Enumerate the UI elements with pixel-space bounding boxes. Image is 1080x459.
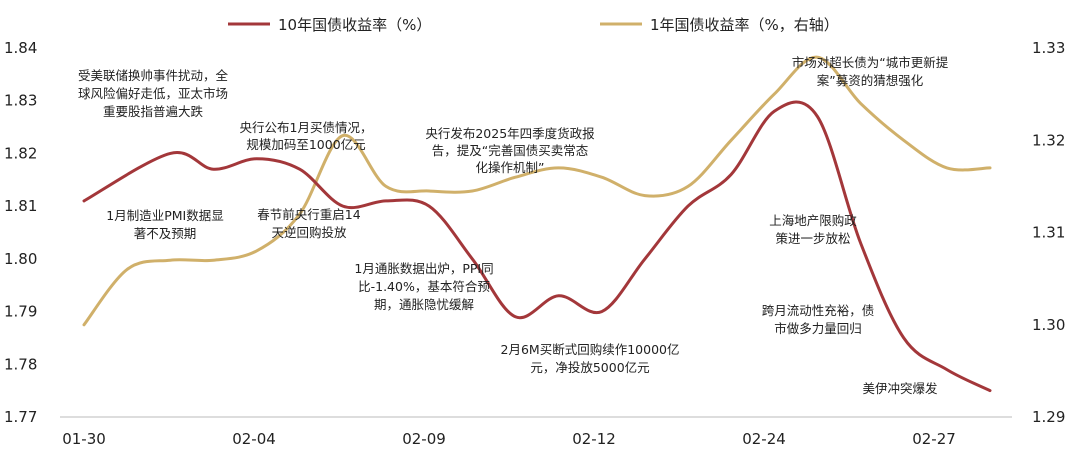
annotation-line: 1月制造业PMI数据显: [106, 208, 223, 223]
annotation-note: 上海地产限购政策进一步放松: [769, 213, 857, 246]
annotation-line: 球风险偏好走低，亚太市场: [78, 86, 228, 101]
x-tick-label: 02-24: [742, 430, 786, 448]
annotation-line: 规模加码至1000亿元: [246, 137, 365, 152]
annotation-note: 1月制造业PMI数据显著不及预期: [106, 208, 223, 241]
annotation-line: 策进一步放松: [775, 231, 850, 246]
legend-label-10y: 10年国债收益率（%）: [278, 16, 431, 34]
annotation-note: 跨月流动性充裕，债市做多力量回归: [762, 303, 875, 336]
annotation-line: 2月6M买断式回购续作10000亿: [501, 342, 680, 357]
y-axis-right: 1.29 1.30 1.31 1.32 1.33: [1032, 39, 1065, 426]
annotation-line: 市做多力量回归: [774, 321, 862, 336]
y-left-tick-label: 1.83: [4, 92, 37, 110]
y-left-tick-label: 1.77: [4, 408, 37, 426]
annotation-line: 央行公布1月买债情况，: [240, 120, 373, 135]
x-tick-label: 02-04: [232, 430, 276, 448]
annotation-line: 跨月流动性充裕，债: [762, 303, 875, 318]
annotation-line: 著不及预期: [134, 226, 197, 241]
annotation-note: 央行发布2025年四季度货政报告，提及“完善国债买卖常态化操作机制”: [425, 126, 595, 175]
annotation-note: 市场对超长债为“城市更新提案”募资的猜想强化: [792, 55, 949, 88]
y-left-tick-label: 1.84: [4, 39, 37, 57]
series-line-1y: [82, 55, 992, 327]
annotation-note: 央行公布1月买债情况， 规模加码至1000亿元: [240, 120, 373, 152]
y-left-tick-label: 1.79: [4, 303, 37, 321]
annotation-note: 1月通胀数据出炉，PPI同比-1.40%，基本符合预期，通胀隐忧缓解: [354, 261, 493, 312]
y-right-tick-label: 1.30: [1032, 316, 1065, 334]
annotation-line: 美伊冲突爆发: [862, 381, 938, 396]
annotation-line: 天逆回购投放: [271, 225, 347, 240]
annotation-note: 受美联储换帅事件扰动，全球风险偏好走低，亚太市场重要股指普遍大跌: [78, 68, 229, 119]
annotation-line: 化操作机制”: [476, 160, 545, 175]
y-axis-left: 1.77 1.78 1.79 1.80 1.81 1.82 1.83 1.84: [4, 39, 37, 426]
annotation-line: 央行发布2025年四季度货政报: [425, 126, 595, 141]
annotation-line: 案”募资的猜想强化: [817, 73, 924, 88]
series-layer: [82, 55, 992, 393]
annotation-line: 告，提及“完善国债买卖常态: [432, 143, 588, 158]
annotation-line: 元，净投放5000亿元: [530, 360, 649, 375]
legend: 10年国债收益率（%） 1年国债收益率（%，右轴）: [228, 16, 839, 34]
annotation-line: 春节前央行重启14: [257, 207, 360, 222]
annotation-note: 美伊冲突爆发: [862, 381, 938, 396]
annotation-line: 1月通胀数据出炉，PPI同: [354, 261, 493, 276]
series-line-10y: [82, 100, 992, 393]
y-left-tick-label: 1.82: [4, 144, 37, 162]
y-left-tick-label: 1.80: [4, 250, 37, 268]
y-right-tick-label: 1.29: [1032, 408, 1065, 426]
x-tick-label: 01-30: [62, 430, 106, 448]
x-tick-label: 02-27: [912, 430, 956, 448]
y-right-tick-label: 1.32: [1032, 131, 1065, 149]
annotation-line: 上海地产限购政: [769, 213, 857, 228]
y-right-tick-label: 1.31: [1032, 224, 1065, 242]
x-tick-label: 02-12: [572, 430, 616, 448]
annotation-line: 期，通胀隐忧缓解: [374, 297, 474, 312]
annotation-note: 2月6M买断式回购续作10000亿元，净投放5000亿元: [501, 342, 680, 375]
annotation-line: 受美联储换帅事件扰动，全: [78, 68, 229, 83]
annotation-line: 市场对超长债为“城市更新提: [792, 55, 949, 70]
x-axis: 01-30 02-04 02-09 02-12 02-24 02-27: [62, 430, 956, 448]
annotations: 受美联储换帅事件扰动，全球风险偏好走低，亚太市场重要股指普遍大跌央行公布1月买债…: [78, 55, 949, 396]
legend-label-1y: 1年国债收益率（%，右轴）: [650, 16, 839, 34]
y-right-tick-label: 1.33: [1032, 39, 1065, 57]
annotation-line: 比-1.40%，基本符合预: [358, 279, 490, 294]
y-left-tick-label: 1.81: [4, 197, 37, 215]
y-left-tick-label: 1.78: [4, 355, 37, 373]
annotation-line: 重要股指普遍大跌: [103, 104, 204, 119]
annotation-note: 春节前央行重启14 天逆回购投放: [257, 207, 360, 240]
x-tick-label: 02-09: [402, 430, 446, 448]
